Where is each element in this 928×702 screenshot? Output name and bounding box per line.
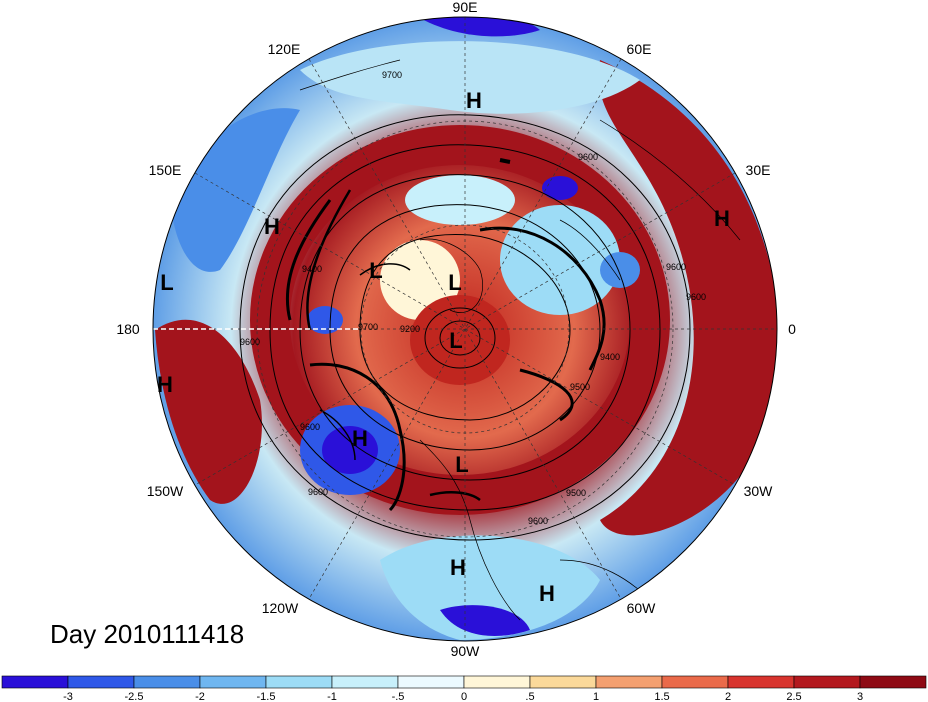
colorbar-tick-label: 1 [593,691,599,702]
map-title: Day 2010111418 [50,619,245,649]
lon-label-30w: 30W [744,483,774,499]
colorbar-tick-label: -2.5 [125,691,144,702]
high-pressure-marker: H [714,206,730,231]
low-pressure-marker: L [448,270,461,295]
colorbar-box [1,675,69,689]
contour-label: 9400 [302,264,322,274]
colorbar-box [661,675,729,689]
colorbar-box [859,675,927,689]
contour-label: 9600 [308,487,328,497]
low-pressure-marker: L [449,328,462,353]
colorbar-box [793,675,861,689]
lon-label-90e: 90E [453,0,478,15]
colorbar-boxes [1,675,927,689]
high-pressure-marker: H [157,372,173,397]
colorbar: -3 -2.5 -2 -1.5 -1 -.5 0 .5 1 1.5 2 2.5 3 [1,675,927,702]
polar-map: 90E 120E 60E 150E 30E 180 0 150W 30W 120… [116,0,796,659]
lon-label-180: 180 [116,321,140,337]
colorbar-tick-label: 0 [461,691,467,702]
high-pressure-marker: H [352,426,368,451]
contour-lines [239,59,741,621]
high-pressure-marker: H [466,88,482,113]
contour-label: 9700 [358,322,378,332]
contour-label: 9600 [578,152,598,162]
colorbar-tick-label: -3 [63,691,73,702]
anomaly-field [153,17,777,641]
colorbar-tick-label: -1 [327,691,337,702]
high-pressure-marker: H [450,555,466,580]
colorbar-tick-label: -.5 [392,691,405,702]
contour-label: 9200 [400,324,420,334]
colorbar-box [133,675,201,689]
colorbar-box [67,675,135,689]
colorbar-tick-label: .5 [525,691,534,702]
high-pressure-marker: H [539,581,555,606]
colorbar-tick-label: 2.5 [786,691,801,702]
colorbar-box [727,675,795,689]
colorbar-tick-label: -2 [195,691,205,702]
low-pressure-marker: L [160,270,173,295]
contour-label: 9400 [600,352,620,362]
low-pressure-marker: L [369,258,382,283]
colorbar-tick-label: -1.5 [257,691,276,702]
contour-label: 9700 [382,70,402,80]
colorbar-box [529,675,597,689]
colorbar-box [397,675,465,689]
lon-label-150e: 150E [149,162,182,178]
contour-label: 9600 [240,337,260,347]
colorbar-box [199,675,267,689]
colorbar-box [331,675,399,689]
contour-label: 9600 [686,292,706,302]
colorbar-tick-label: 1.5 [654,691,669,702]
colorbar-labels: -3 -2.5 -2 -1.5 -1 -.5 0 .5 1 1.5 2 2.5 3 [63,691,863,702]
graticule [153,17,777,641]
colorbar-box [265,675,333,689]
contour-label: 9600 [300,422,320,432]
contour-label: 9500 [566,488,586,498]
contour-label: 9600 [528,516,548,526]
lon-label-60e: 60E [627,41,652,57]
lon-label-0: 0 [788,321,796,337]
map-boundary [152,16,778,642]
high-pressure-marker: H [264,214,280,239]
colorbar-box [463,675,531,689]
lon-label-60w: 60W [627,600,657,616]
colorbar-tick-label: 3 [857,691,863,702]
colorbar-tick-label: 2 [725,691,731,702]
contour-label: 9500 [570,382,590,392]
lon-label-120e: 120E [268,41,301,57]
lon-label-90w: 90W [451,643,481,659]
colorbar-box [595,675,663,689]
lon-label-120w: 120W [262,600,299,616]
lon-label-30e: 30E [746,162,771,178]
lon-label-150w: 150W [147,483,184,499]
low-pressure-marker: L [455,452,468,477]
contour-label: 9600 [666,262,686,272]
